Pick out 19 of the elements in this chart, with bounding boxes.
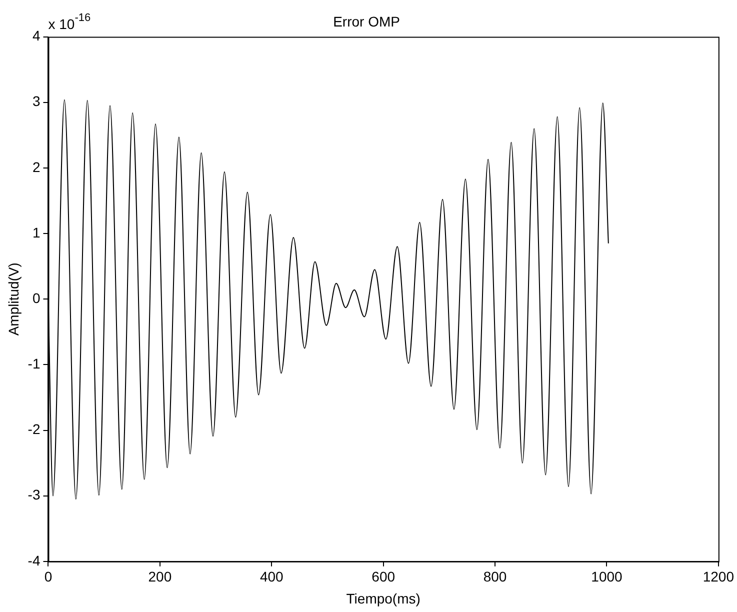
chart-title: Error OMP — [333, 13, 400, 30]
y-axis-title: Amplitud(V) — [5, 262, 22, 336]
x-tick-label: 1200 — [702, 568, 734, 585]
x-tick-label: 800 — [483, 568, 507, 585]
y-tick-label: -1 — [28, 356, 40, 372]
x-axis-title: Tiempo(ms) — [346, 590, 420, 606]
y-tick-label: 4 — [32, 28, 40, 44]
x-tick-label: 0 — [44, 568, 52, 585]
y-tick-label: 2 — [32, 158, 40, 175]
y-tick-label: 3 — [32, 93, 40, 110]
y-tick-label: -4 — [28, 552, 40, 568]
x-tick-label: 1000 — [591, 568, 623, 585]
y-tick-label: 0 — [32, 290, 40, 306]
y-tick-label: 1 — [32, 224, 40, 240]
y-tick-label: -3 — [28, 486, 40, 503]
x-tick-label: 600 — [372, 568, 396, 585]
x-tick-label: 400 — [260, 568, 284, 585]
y-tick-label: -2 — [28, 421, 40, 438]
x-tick-label: 200 — [148, 568, 172, 585]
